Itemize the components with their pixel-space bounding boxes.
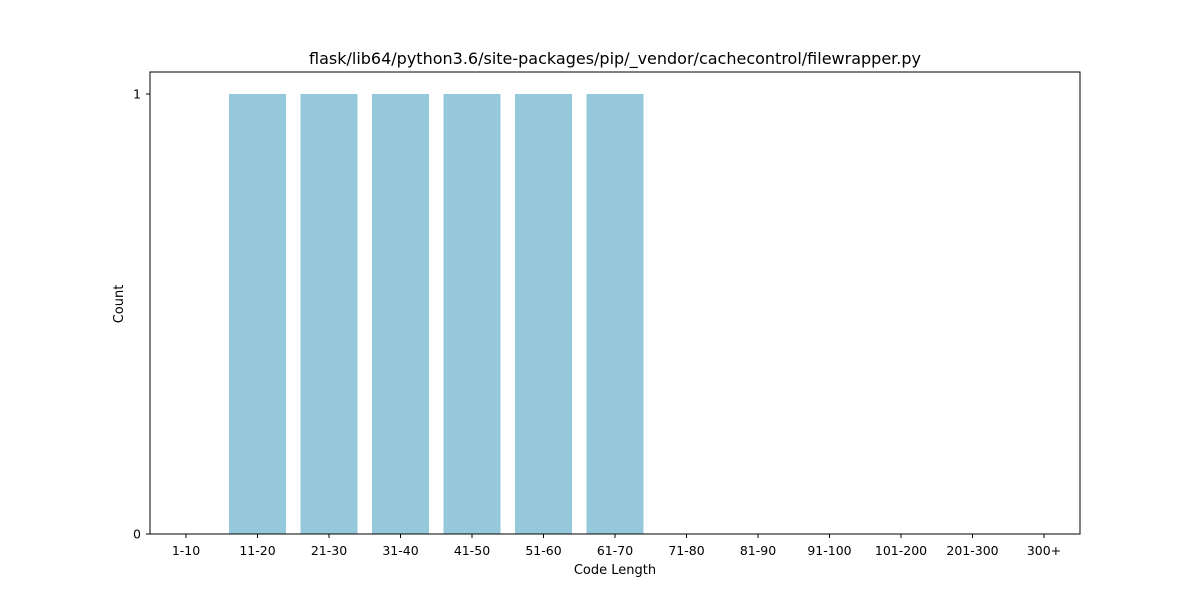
x-axis-label: Code Length (574, 563, 656, 578)
bar-11-20 (229, 94, 286, 534)
bar-51-60 (515, 94, 572, 534)
y-tick-label: 1 (133, 87, 141, 102)
x-tick-label: 101-200 (875, 543, 927, 558)
bar-61-70 (586, 94, 644, 534)
x-tick-label: 51-60 (525, 543, 561, 558)
bars-layer (229, 94, 644, 534)
x-tick-label: 21-30 (311, 543, 347, 558)
x-tick-label: 41-50 (454, 543, 490, 558)
x-tick-label: 1-10 (172, 543, 200, 558)
x-tick-label: 71-80 (668, 543, 704, 558)
y-tick-label: 0 (133, 527, 141, 542)
chart-title: flask/lib64/python3.6/site-packages/pip/… (309, 49, 921, 69)
x-axis-ticks: 1-10 11-20 21-30 31-40 41-50 51-60 61-70 71-80 8… (172, 534, 1061, 558)
y-axis-label: Count (112, 285, 127, 324)
x-tick-label: 31-40 (382, 543, 418, 558)
x-tick-label: 11-20 (239, 543, 275, 558)
x-tick-label: 201-300 (946, 543, 998, 558)
y-axis-ticks: 01 (133, 87, 150, 542)
bar-41-50 (443, 94, 501, 534)
x-tick-label: 300+ (1027, 543, 1061, 558)
bar-31-40 (372, 94, 429, 534)
x-tick-label: 61-70 (597, 543, 633, 558)
x-tick-label: 81-90 (740, 543, 776, 558)
bar-21-30 (300, 94, 358, 534)
x-tick-label: 91-100 (807, 543, 851, 558)
